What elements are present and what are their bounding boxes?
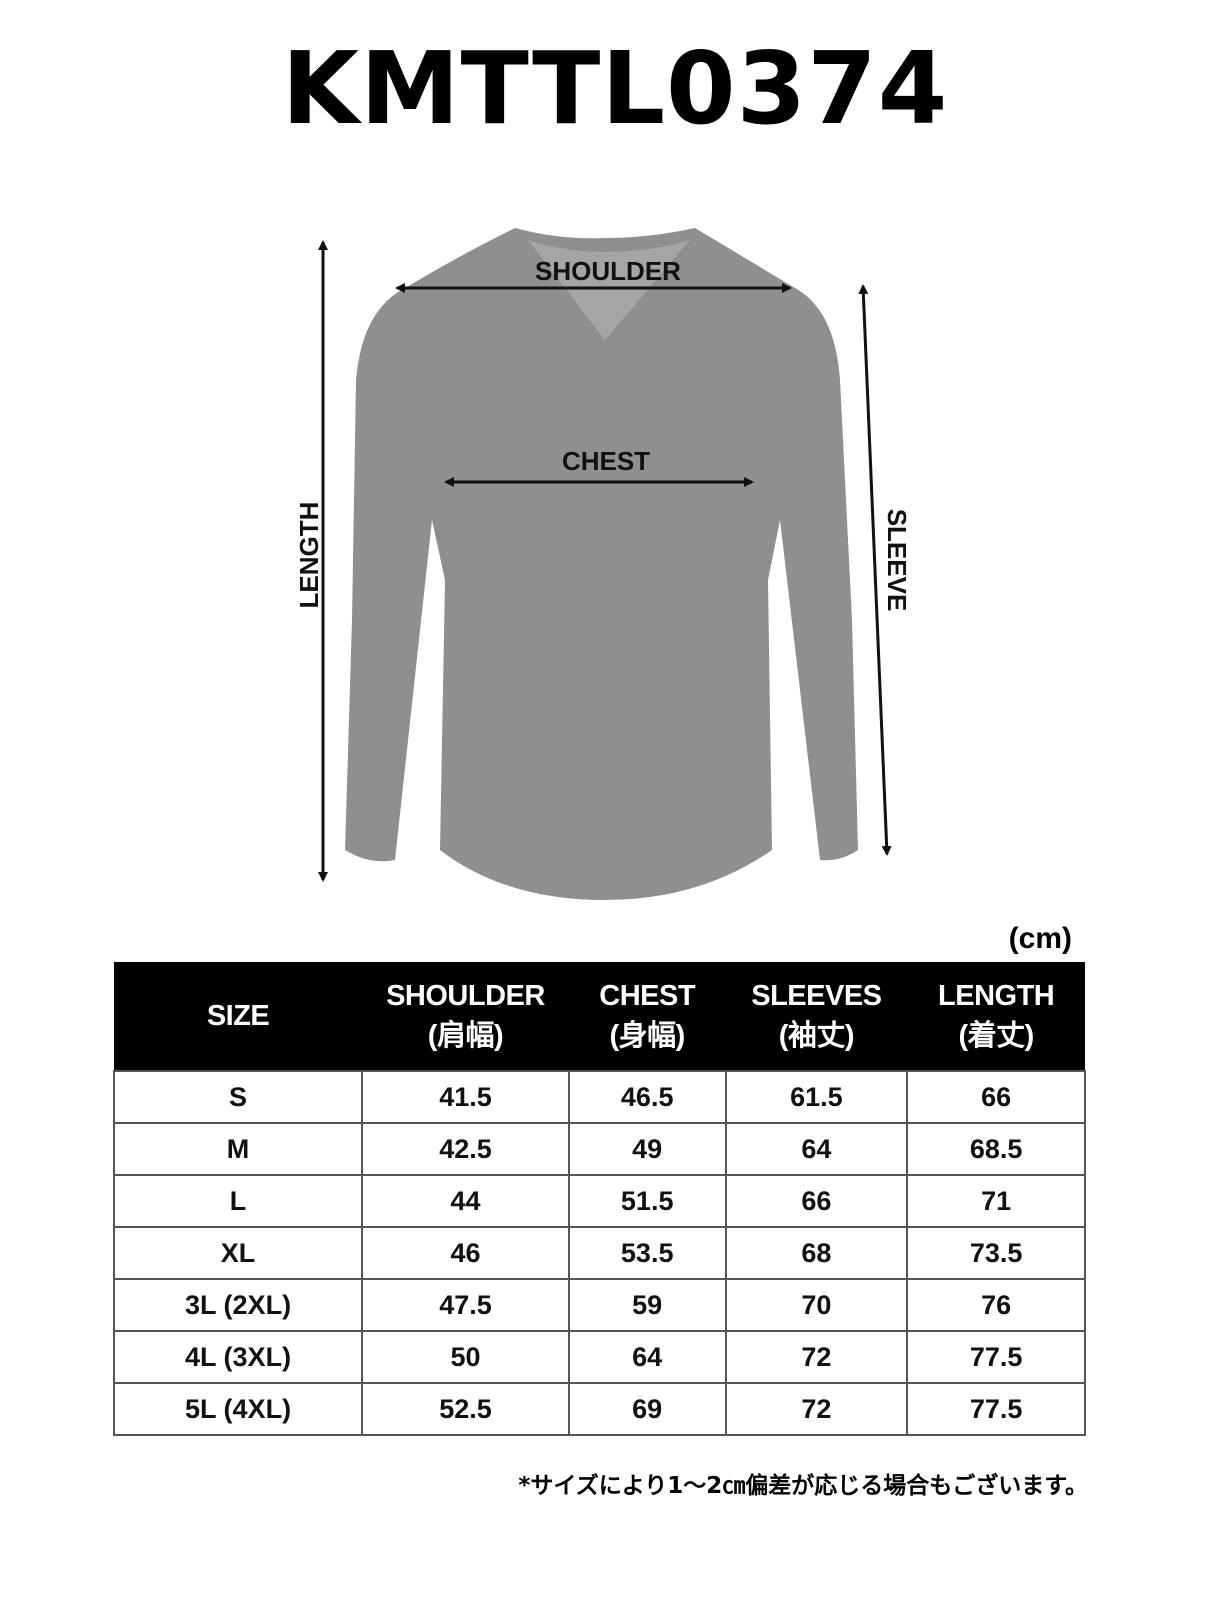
header-en: SHOULDER: [386, 980, 545, 1012]
header-sleeves: SLEEVES (袖丈): [725, 962, 908, 1071]
header-en: LENGTH: [938, 980, 1055, 1012]
table-cell: 77.5: [906, 1382, 1086, 1436]
table-cell: 51.5: [567, 1174, 727, 1228]
table-cell: S: [112, 1070, 364, 1124]
table-cell: 66: [906, 1070, 1086, 1124]
table-cell: XL: [112, 1226, 364, 1280]
table-cell: 72: [724, 1382, 909, 1436]
table-row: XL 46 53.5 68 73.5: [112, 1226, 1086, 1280]
table-cell: 66: [724, 1174, 909, 1228]
shoulder-label: SHOULDER: [535, 256, 681, 286]
sleeve-arrow: [858, 284, 892, 856]
table-cell: 49: [567, 1122, 727, 1176]
shirt-image: [345, 228, 858, 900]
table-cell: 47.5: [361, 1278, 570, 1332]
table-cell: 64: [567, 1330, 727, 1384]
table-cell: 53.5: [567, 1226, 727, 1280]
table-row: 3L (2XL) 47.5 59 70 76: [112, 1278, 1086, 1332]
table-cell: 76: [906, 1278, 1086, 1332]
table-row: 4L (3XL) 50 64 72 77.5: [112, 1330, 1086, 1384]
table-cell: M: [112, 1122, 364, 1176]
table-cell: 46: [361, 1226, 570, 1280]
table-cell: 68: [724, 1226, 909, 1280]
table-cell: 3L (2XL): [112, 1278, 364, 1332]
table-cell: 59: [567, 1278, 727, 1332]
header-ja: (身幅): [609, 1020, 686, 1052]
table-cell: 68.5: [906, 1122, 1086, 1176]
table-cell: 4L (3XL): [112, 1330, 364, 1384]
header-en: CHEST: [599, 980, 696, 1012]
header-en: SIZE: [206, 1000, 270, 1032]
table-cell: 44: [361, 1174, 570, 1228]
table-cell: 42.5: [361, 1122, 570, 1176]
header-length: LENGTH (着丈): [907, 962, 1085, 1071]
table-cell: 41.5: [361, 1070, 570, 1124]
table-cell: 72: [724, 1330, 909, 1384]
header-ja: (肩幅): [427, 1020, 504, 1052]
sleeve-label: SLEEVE: [882, 509, 912, 612]
table-cell: 5L (4XL): [112, 1382, 364, 1436]
table-cell: 69: [567, 1382, 727, 1436]
table-cell: 64: [724, 1122, 909, 1176]
table-cell: 77.5: [906, 1330, 1086, 1384]
table-row: 5L (4XL) 52.5 69 72 77.5: [112, 1382, 1086, 1436]
size-table: SIZE SHOULDER (肩幅) CHEST (身幅) SLEEVES (袖丈) …: [112, 962, 1086, 1436]
table-row: L 44 51.5 66 71: [112, 1174, 1086, 1228]
table-row: S 41.5 46.5 61.5 66: [112, 1070, 1086, 1124]
table-header-row: SIZE SHOULDER (肩幅) CHEST (身幅) SLEEVES (袖丈) …: [114, 962, 1085, 1071]
size-variance-note: *サイズにより1〜2㎝偏差が応じる場合もございます。: [518, 1473, 1088, 1499]
header-size: SIZE: [114, 962, 363, 1071]
table-cell: 50: [361, 1330, 570, 1384]
table-cell: 70: [724, 1278, 909, 1332]
header-ja: (着丈): [958, 1020, 1034, 1052]
header-ja: (袖丈): [778, 1020, 855, 1052]
table-cell: 52.5: [361, 1382, 570, 1436]
header-en: SLEEVES: [751, 980, 882, 1012]
table-cell: L: [112, 1174, 364, 1228]
table-cell: 46.5: [567, 1070, 727, 1124]
table-cell: 73.5: [906, 1226, 1086, 1280]
product-code-title: KMTTL0374: [281, 30, 949, 147]
table-row: M 42.5 49 64 68.5: [112, 1122, 1086, 1176]
table-cell: 61.5: [724, 1070, 909, 1124]
chest-label: CHEST: [562, 446, 650, 476]
shirt-measurement-diagram: SHOULDER CHEST LENGTH SLEEVE: [294, 228, 912, 900]
header-chest: CHEST (身幅): [568, 962, 726, 1071]
length-label: LENGTH: [294, 502, 324, 609]
header-shoulder: SHOULDER (肩幅): [362, 962, 569, 1071]
unit-label: (cm): [1008, 922, 1072, 955]
table-cell: 71: [906, 1174, 1086, 1228]
